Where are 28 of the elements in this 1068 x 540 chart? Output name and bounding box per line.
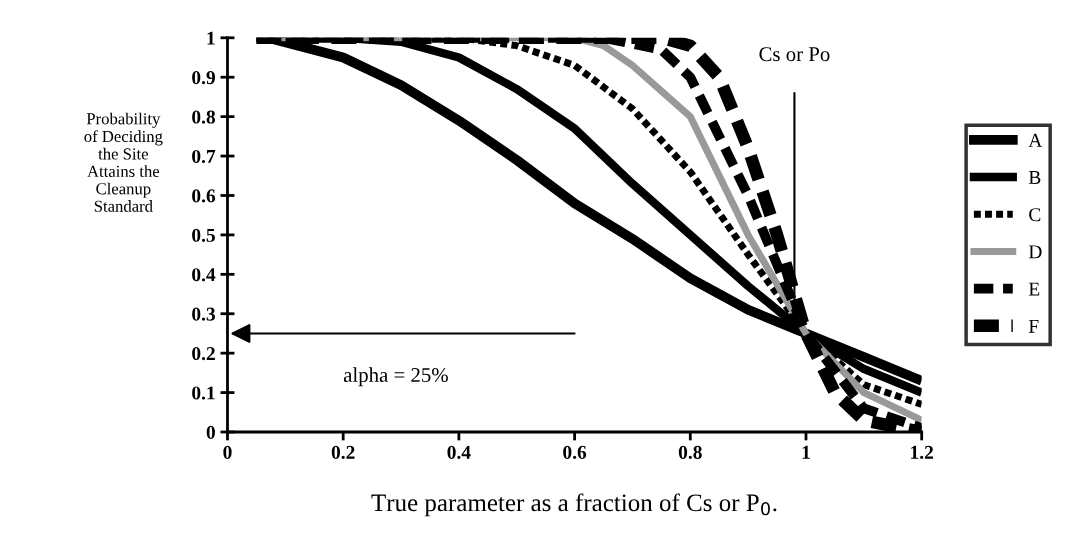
legend-label: C xyxy=(1029,208,1041,222)
y-tick-label: 0.7 xyxy=(192,149,216,164)
y-tick-label: 0.4 xyxy=(192,268,216,282)
y-tick-label: 1 xyxy=(207,31,215,45)
y-tick-label: 0 xyxy=(206,425,215,439)
y-tick-label: 0.8 xyxy=(192,110,216,124)
annotation: Cs or Po xyxy=(759,47,830,62)
x-tick-label: 1 xyxy=(802,445,810,459)
y-tick-label: 0.5 xyxy=(192,228,215,242)
legend-label: D xyxy=(1028,245,1042,259)
y-tick-label: 0.9 xyxy=(192,71,215,85)
y-tick-label: 0.2 xyxy=(192,346,215,361)
x-tick-label: 0.4 xyxy=(447,445,471,459)
legend-label: F xyxy=(1028,319,1039,333)
x-tick-label: 1.2 xyxy=(911,445,933,459)
legend-label: B xyxy=(1028,171,1041,184)
x-tick-label: 0 xyxy=(223,445,232,459)
x-axis-title: True parameter as a fraction of Cs or P$_{0}$. xyxy=(371,493,777,517)
y-tick-label: 0.3 xyxy=(192,307,216,321)
y-axis-title: Probability of Deciding the Site Attains the Cleanup Standard xyxy=(84,112,163,212)
y-tick-label: 0.1 xyxy=(192,386,215,400)
x-tick-label: 0.2 xyxy=(331,445,355,459)
y-tick-label: 0.6 xyxy=(192,189,216,203)
annotation: alpha = 25% xyxy=(343,367,448,387)
legend-label: E xyxy=(1028,282,1040,296)
x-tick-label: 0.8 xyxy=(678,445,702,459)
legend-label: A xyxy=(1028,133,1043,147)
x-tick-label: 0.6 xyxy=(563,445,587,459)
